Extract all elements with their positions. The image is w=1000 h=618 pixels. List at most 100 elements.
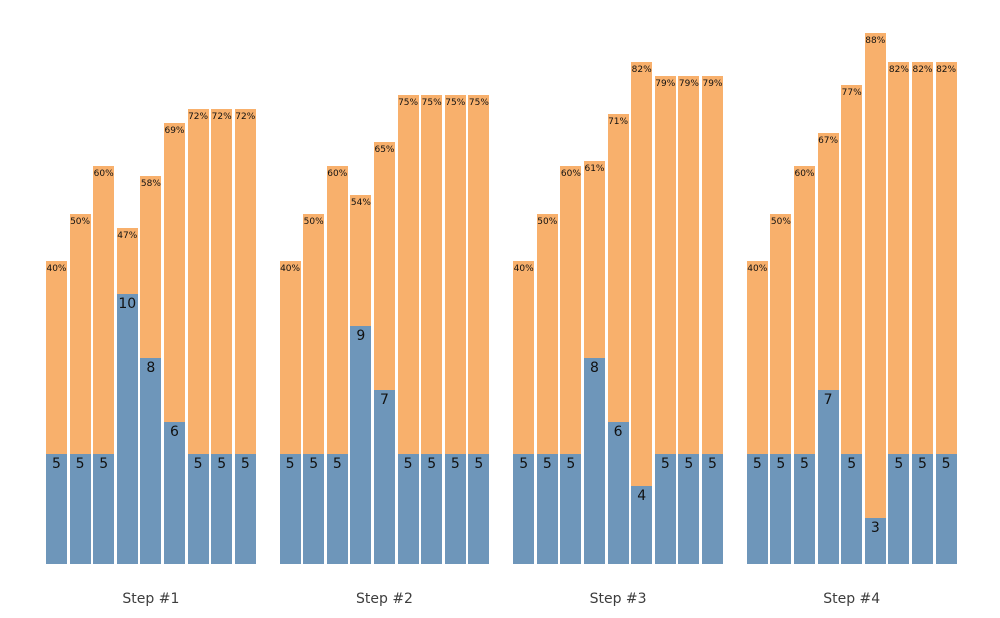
- stacked-bar: 50% 5: [536, 213, 558, 565]
- bar-segment-blue: [746, 454, 768, 564]
- bar-segment-blue: [864, 518, 886, 564]
- bar-value-label: 4: [637, 488, 647, 505]
- bar-percent-label: 75%: [468, 97, 489, 108]
- bar-segment-orange: [397, 94, 419, 455]
- bar-segment-blue: [702, 454, 723, 564]
- bar-value-label: 6: [170, 424, 179, 441]
- stacked-bar: 40% 5: [746, 261, 768, 564]
- bar-segment-orange: [770, 213, 792, 455]
- stacked-bar: 60% 5: [93, 166, 115, 564]
- bar-percent-label: 72%: [235, 112, 256, 122]
- bar-percent-label: 60%: [93, 169, 114, 179]
- bar-segment-orange: [631, 61, 653, 487]
- bar-percent-label: 82%: [631, 64, 652, 75]
- bar-percent-label: 82%: [912, 64, 933, 75]
- bar-segment-blue: [93, 454, 115, 564]
- stacked-bar: 72% 5: [187, 109, 209, 564]
- bar-segment-blue: [654, 454, 676, 564]
- stacked-bar: 72% 5: [211, 109, 233, 564]
- bar-segment-orange: [234, 109, 256, 455]
- bar-segment-blue: [794, 454, 815, 564]
- bar-value-label: 5: [240, 456, 250, 473]
- bar-value-label: 5: [450, 456, 460, 473]
- bar-segment-blue: [631, 486, 653, 564]
- bar-percent-label: 67%: [818, 135, 839, 146]
- bar-percent-label: 72%: [211, 112, 232, 122]
- bar-percent-label: 75%: [421, 97, 442, 108]
- bar-percent-label: 60%: [327, 169, 348, 179]
- bar-segment-orange: [746, 261, 768, 455]
- stacked-bar: 69% 6: [164, 123, 185, 564]
- stacked-bar: 72% 5: [234, 109, 256, 564]
- bar-segment-orange: [935, 61, 957, 455]
- stacked-bar: 60% 5: [326, 166, 348, 564]
- stacked-bar: 65% 7: [374, 142, 395, 564]
- stacked-bar: 47% 10: [116, 227, 138, 564]
- stacked-bar: 71% 6: [607, 113, 629, 564]
- stacked-bar: 58% 8: [140, 175, 162, 565]
- stacked-bar: 75% 5: [421, 94, 443, 564]
- bar-value-label: 5: [474, 456, 484, 473]
- bar-segment-blue: [912, 454, 933, 564]
- bar-segment-blue: [326, 454, 348, 564]
- bar-value-label: 7: [380, 392, 389, 409]
- bar-segment-orange: [560, 166, 582, 455]
- bar-percent-label: 82%: [936, 64, 957, 75]
- bar-percent-label: 50%: [70, 216, 91, 227]
- stacked-bar: 40% 5: [46, 261, 67, 564]
- bar-percent-label: 40%: [46, 264, 67, 274]
- stacked-bar: 61% 8: [584, 161, 605, 564]
- bar-percent-label: 61%: [584, 164, 605, 175]
- bar-value-label: 5: [776, 456, 786, 473]
- bar-value-label: 5: [941, 456, 951, 473]
- bar-segment-blue: [397, 454, 419, 564]
- bar-value-label: 5: [99, 456, 109, 473]
- bar-segment-orange: [187, 109, 209, 455]
- bar-percent-label: 50%: [303, 216, 324, 227]
- bar-segment-blue: [421, 454, 443, 564]
- bar-value-label: 5: [332, 456, 342, 473]
- bar-percent-label: 72%: [188, 112, 209, 122]
- bar-value-label: 5: [684, 456, 694, 473]
- bar-segment-orange: [116, 227, 138, 294]
- bar-value-label: 6: [613, 424, 623, 441]
- stacked-bar: 50% 5: [303, 213, 325, 565]
- bar-segment-blue: [303, 454, 325, 564]
- stacked-bar: 75% 5: [397, 94, 419, 564]
- bar-percent-label: 40%: [513, 264, 534, 274]
- bar-value-label: 8: [590, 360, 599, 377]
- bar-percent-label: 75%: [445, 97, 466, 108]
- bar-value-label: 3: [870, 520, 880, 537]
- bar-value-label: 5: [75, 456, 85, 473]
- bar-segment-blue: [164, 422, 185, 564]
- bar-segment-blue: [350, 326, 372, 564]
- bar-segment-orange: [702, 75, 723, 455]
- bar-segment-blue: [187, 454, 209, 564]
- bar-percent-label: 58%: [140, 178, 161, 189]
- bar-segment-blue: [444, 454, 466, 564]
- bar-segment-orange: [93, 166, 115, 455]
- bar-segment-orange: [421, 94, 443, 455]
- group-label: Step #4: [823, 591, 881, 607]
- bar-percent-label: 82%: [888, 64, 909, 75]
- bar-percent-label: 88%: [865, 36, 886, 46]
- bar-segment-blue: [607, 422, 629, 564]
- bar-value-label: 5: [918, 456, 927, 473]
- bar-value-label: 5: [193, 456, 203, 473]
- bar-segment-blue: [234, 454, 256, 564]
- bar-segment-orange: [678, 75, 700, 455]
- bar-value-label: 5: [427, 456, 437, 473]
- stacked-bar: 75% 5: [468, 94, 490, 564]
- bar-percent-label: 69%: [164, 126, 185, 137]
- stacked-bar: 82% 5: [935, 61, 957, 565]
- bar-percent-label: 60%: [794, 169, 815, 179]
- bar-value-label: 5: [309, 456, 319, 473]
- bar-percent-label: 71%: [608, 116, 629, 127]
- bar-segment-orange: [326, 166, 348, 455]
- bar-value-label: 7: [823, 392, 833, 409]
- stacked-bar: 79% 5: [678, 75, 700, 564]
- stacked-bar: 40% 5: [279, 261, 301, 564]
- bar-value-label: 5: [752, 456, 762, 473]
- bar-segment-blue: [374, 390, 395, 564]
- bar-segment-blue: [46, 454, 67, 564]
